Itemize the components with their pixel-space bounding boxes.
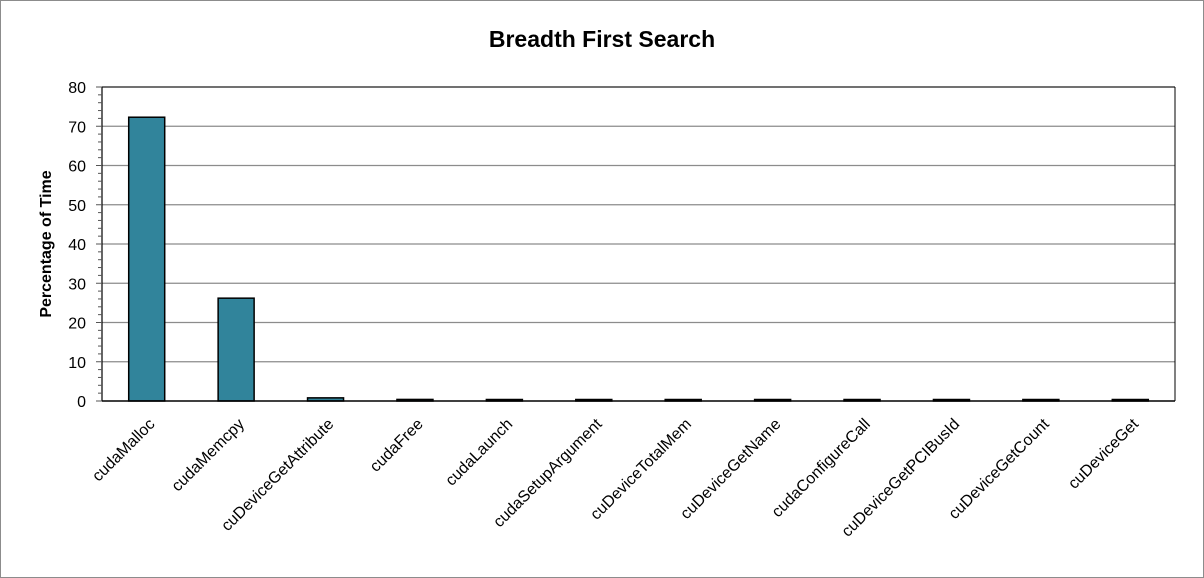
x-tick-label: cuDeviceTotalMem	[587, 416, 695, 524]
x-tick-label: cuDeviceGet	[1065, 415, 1142, 492]
y-tick-label: 0	[77, 394, 86, 411]
bar	[127, 116, 166, 402]
bars	[127, 116, 1150, 402]
y-tick-label: 70	[68, 119, 86, 136]
x-tick-label: cudaMemcpy	[169, 416, 248, 495]
x-tick-label: cuDeviceGetName	[677, 416, 784, 523]
x-tick-label: cudaLaunch	[443, 416, 517, 490]
x-axis: cudaMalloc cudaMemcpycuDeviceGetAttribute…	[89, 400, 1175, 540]
x-tick-label: cudaConfigureCall	[769, 416, 874, 521]
y-tick-label: 80	[68, 80, 86, 97]
x-tick-label: cuDeviceGetCount	[946, 415, 1053, 522]
y-tick-label: 40	[68, 237, 86, 254]
y-tick-label: 60	[68, 159, 86, 176]
y-axis-label: Percentage of Time	[38, 170, 55, 317]
chart-title: Breadth First Search	[488, 26, 716, 52]
y-axis: 0 10 20 30 40 50 60 70 80	[68, 80, 103, 411]
x-tick-label: cudaFree	[367, 416, 427, 476]
y-tick-label: 30	[68, 276, 86, 293]
bar	[217, 297, 255, 402]
y-tick-label: 20	[68, 316, 86, 333]
y-tick-label: 10	[68, 355, 86, 372]
y-tick-label: 50	[68, 198, 86, 215]
x-tick-label: cudaMalloc	[89, 416, 158, 485]
gridlines	[102, 86, 1176, 401]
